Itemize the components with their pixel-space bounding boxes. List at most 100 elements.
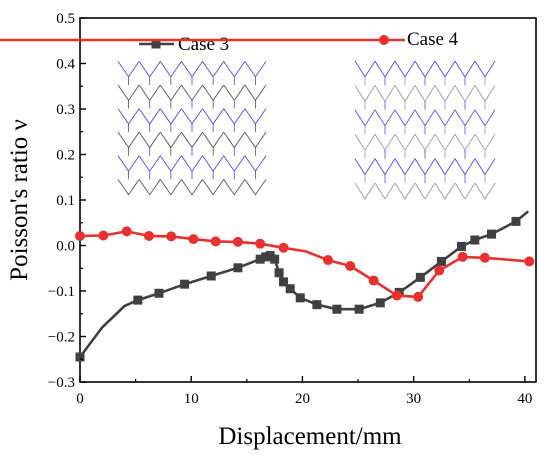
data-point (345, 260, 356, 271)
data-point (188, 234, 199, 245)
x-tick-label: 0 (76, 391, 84, 407)
lattice-strut (414, 109, 436, 127)
lattice-strut (394, 85, 416, 103)
lattice-strut (374, 182, 396, 200)
legend: Case 3 Case 4 (0, 29, 459, 55)
lattice-strut (181, 108, 203, 125)
lattice-strut (454, 182, 476, 200)
lattice-strut (414, 133, 436, 151)
lattice-strut (223, 179, 246, 196)
lattice-strut (117, 131, 140, 149)
lattice-strut (354, 85, 376, 103)
data-point (323, 255, 334, 266)
lattice-strut (454, 109, 476, 127)
data-point (166, 231, 177, 242)
x-tick-label: 40 (517, 391, 532, 407)
lattice-strut (474, 182, 496, 200)
data-point (278, 242, 289, 253)
lattice-strut (223, 155, 246, 172)
lattice-strut (354, 133, 376, 151)
data-point (279, 277, 289, 287)
data-point (143, 230, 154, 241)
lattice-strut (117, 84, 140, 102)
data-point (470, 235, 480, 245)
data-point (285, 284, 295, 294)
ticks-layer: 0 10 20 30 40 −0.3 −0.2 −0.1 0.0 0.1 0.2 0.3 0.4 0.5 (48, 11, 533, 407)
lattice-strut (474, 60, 496, 78)
lattice-strut (474, 85, 496, 103)
lattice-strut (159, 179, 182, 196)
y-axis-title: Poisson's ratio ν (6, 119, 33, 281)
lattice-strut (374, 60, 396, 78)
insets (117, 60, 496, 200)
lattice-strut (138, 61, 161, 78)
lattice-strut (202, 61, 225, 78)
lattice-strut (117, 179, 140, 196)
lattice-strut (414, 158, 436, 176)
lattice-strut (244, 61, 267, 78)
lattice-strut (202, 131, 225, 149)
lattice-strut (181, 84, 203, 102)
lattice-strut (181, 155, 203, 172)
lattice-strut (434, 133, 456, 151)
lattice-strut (454, 158, 476, 176)
series-layer (75, 210, 535, 362)
lattice-strut (374, 158, 396, 176)
data-point (332, 304, 342, 314)
data-point (75, 352, 85, 362)
data-point (274, 268, 284, 278)
x-tick-label: 10 (184, 391, 199, 407)
y-tick-label: −0.3 (48, 375, 75, 391)
lattice-strut (374, 85, 396, 103)
lattice-strut (474, 158, 496, 176)
y-tick-label: −0.2 (48, 330, 75, 346)
lattice-strut (454, 85, 476, 103)
inset-case3-lattice (117, 61, 267, 196)
lattice-strut (394, 158, 416, 176)
data-point (436, 256, 446, 266)
lattice-strut (202, 179, 225, 196)
data-point (295, 293, 305, 303)
legend-label-case3: Case 3 (178, 34, 229, 55)
lattice-strut (394, 133, 416, 151)
lattice-strut (159, 84, 182, 102)
lattice-strut (159, 131, 182, 149)
data-point (180, 279, 190, 289)
data-point (255, 254, 265, 264)
data-point (368, 275, 379, 286)
data-point (415, 272, 425, 282)
inset-case4-lattice (354, 60, 496, 200)
x-tick-label: 30 (406, 391, 421, 407)
y-tick-label: −0.1 (48, 284, 75, 300)
data-point (487, 229, 497, 239)
y-tick-label: 0.5 (56, 11, 75, 27)
lattice-strut (474, 109, 496, 127)
data-point (354, 304, 364, 314)
lattice-strut (414, 60, 436, 78)
data-point (233, 263, 243, 273)
lattice-strut (244, 84, 267, 102)
x-axis-title: Displacement/mm (218, 423, 402, 450)
data-point (391, 290, 402, 301)
lattice-strut (244, 131, 267, 149)
lattice-strut (244, 155, 267, 172)
lattice-strut (117, 61, 140, 78)
y-tick-label: 0.0 (56, 239, 75, 255)
lattice-strut (374, 109, 396, 127)
lattice-strut (181, 131, 203, 149)
y-tick-label: 0.3 (56, 102, 75, 118)
y-tick-label: 0.2 (56, 148, 75, 164)
lattice-strut (181, 61, 203, 78)
lattice-strut (434, 109, 456, 127)
lattice-strut (474, 133, 496, 151)
data-point (434, 265, 445, 276)
lattice-strut (223, 61, 246, 78)
data-point (98, 230, 109, 241)
data-point (270, 254, 280, 264)
data-point (133, 295, 143, 305)
lattice-strut (414, 182, 436, 200)
data-point (75, 230, 85, 241)
lattice-strut (454, 60, 476, 78)
